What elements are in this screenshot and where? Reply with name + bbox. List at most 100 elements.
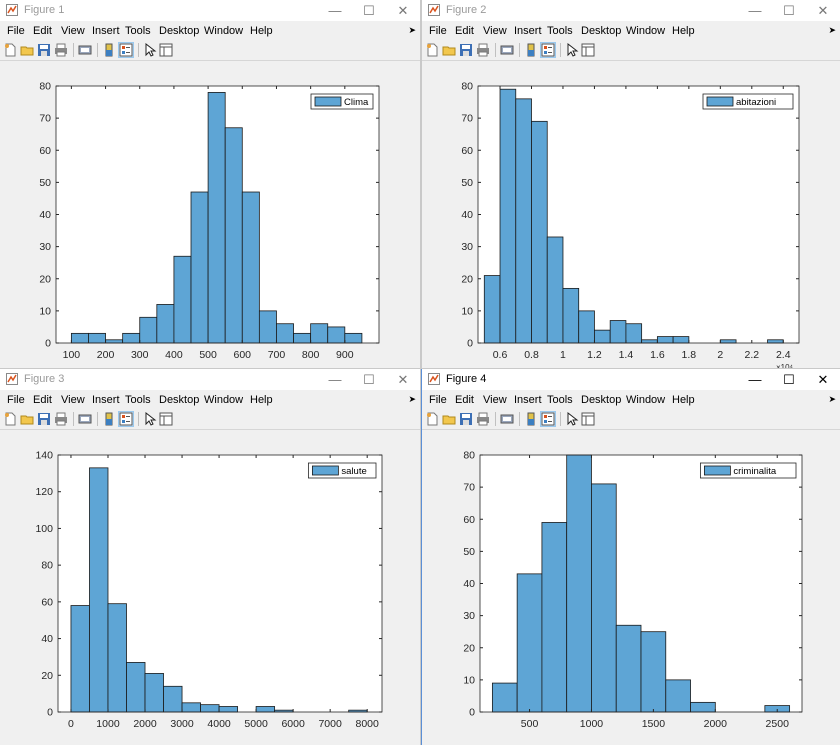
- print-preview-icon[interactable]: [500, 43, 514, 57]
- menu-insert[interactable]: Insert: [92, 394, 120, 406]
- insert-colorbar-icon[interactable]: [102, 412, 116, 426]
- menu-file[interactable]: File: [7, 25, 25, 37]
- minimize-button[interactable]: —: [328, 3, 342, 18]
- pointer-icon[interactable]: [565, 43, 579, 57]
- y-tick-label: 30: [463, 610, 475, 622]
- print-preview-icon[interactable]: [78, 43, 92, 57]
- y-tick-label: 10: [39, 305, 51, 317]
- insert-colorbar-icon[interactable]: [102, 43, 116, 57]
- menu-overflow-icon[interactable]: ➤: [828, 394, 836, 404]
- menu-desktop[interactable]: Desktop: [581, 25, 622, 37]
- menu-desktop[interactable]: Desktop: [581, 394, 622, 406]
- property-inspector-icon[interactable]: [159, 412, 173, 426]
- menu-file[interactable]: File: [429, 25, 447, 37]
- menu-help[interactable]: Help: [250, 25, 273, 37]
- property-inspector-icon[interactable]: [581, 412, 595, 426]
- pointer-icon[interactable]: [143, 43, 157, 57]
- menu-tools[interactable]: Tools: [547, 394, 573, 406]
- save-icon[interactable]: [459, 412, 473, 426]
- close-button[interactable]: ✕: [817, 372, 829, 387]
- minimize-button[interactable]: —: [328, 372, 342, 387]
- print-icon[interactable]: [476, 412, 490, 426]
- menu-view[interactable]: View: [483, 394, 507, 406]
- new-figure-icon[interactable]: [425, 412, 439, 426]
- menu-insert[interactable]: Insert: [92, 25, 120, 37]
- open-file-icon[interactable]: [442, 43, 456, 57]
- menu-edit[interactable]: Edit: [455, 394, 474, 406]
- menu-file[interactable]: File: [7, 394, 25, 406]
- save-icon[interactable]: [37, 43, 51, 57]
- menu-window[interactable]: Window: [204, 25, 244, 37]
- title-bar[interactable]: Figure 3 — ☐ ✕: [0, 369, 420, 390]
- property-inspector-icon[interactable]: [581, 43, 595, 57]
- window-title: Figure 2: [446, 4, 487, 16]
- insert-legend-icon[interactable]: [540, 42, 556, 58]
- print-icon[interactable]: [476, 43, 490, 57]
- y-tick-label: 60: [39, 145, 51, 157]
- menu-edit[interactable]: Edit: [455, 25, 474, 37]
- insert-legend-icon[interactable]: [540, 411, 556, 427]
- menu-overflow-icon[interactable]: ➤: [408, 394, 416, 404]
- menu-help[interactable]: Help: [672, 394, 695, 406]
- save-icon[interactable]: [459, 43, 473, 57]
- insert-colorbar-icon[interactable]: [524, 43, 538, 57]
- print-icon[interactable]: [54, 412, 68, 426]
- histogram-bar: [276, 323, 294, 344]
- open-file-icon[interactable]: [442, 412, 456, 426]
- histogram-bar: [640, 631, 667, 713]
- title-bar[interactable]: Figure 1 — ☐ ✕: [0, 0, 420, 21]
- menu-window[interactable]: Window: [626, 394, 666, 406]
- menu-window[interactable]: Window: [626, 25, 666, 37]
- pointer-icon[interactable]: [143, 412, 157, 426]
- save-icon[interactable]: [37, 412, 51, 426]
- menu-help[interactable]: Help: [250, 394, 273, 406]
- menu-insert[interactable]: Insert: [514, 394, 542, 406]
- maximize-button[interactable]: ☐: [363, 3, 375, 18]
- minimize-button[interactable]: —: [748, 372, 762, 387]
- new-figure-icon[interactable]: [425, 43, 439, 57]
- close-button[interactable]: ✕: [397, 372, 409, 387]
- menu-tools[interactable]: Tools: [547, 25, 573, 37]
- x-tick-label: 8000: [356, 718, 380, 730]
- open-file-icon[interactable]: [20, 412, 34, 426]
- menu-view[interactable]: View: [61, 25, 85, 37]
- toolbar-separator: [519, 43, 520, 57]
- maximize-button[interactable]: ☐: [783, 372, 795, 387]
- menu-file[interactable]: File: [429, 394, 447, 406]
- x-tick-label: 2000: [133, 718, 157, 730]
- print-preview-icon[interactable]: [78, 412, 92, 426]
- menu-edit[interactable]: Edit: [33, 394, 52, 406]
- menu-tools[interactable]: Tools: [125, 394, 151, 406]
- menu-window[interactable]: Window: [204, 394, 244, 406]
- new-figure-icon[interactable]: [3, 43, 17, 57]
- close-button[interactable]: ✕: [397, 3, 409, 18]
- menu-help[interactable]: Help: [672, 25, 695, 37]
- title-bar[interactable]: Figure 4 — ☐ ✕: [422, 369, 840, 390]
- open-file-icon[interactable]: [20, 43, 34, 57]
- title-bar[interactable]: Figure 2 — ☐ ✕: [422, 0, 840, 21]
- print-icon[interactable]: [54, 43, 68, 57]
- menu-view[interactable]: View: [483, 25, 507, 37]
- insert-legend-icon[interactable]: [118, 411, 134, 427]
- menu-overflow-icon[interactable]: ➤: [408, 25, 416, 35]
- menu-view[interactable]: View: [61, 394, 85, 406]
- histogram-bar: [241, 191, 260, 344]
- maximize-button[interactable]: ☐: [783, 3, 795, 18]
- menu-desktop[interactable]: Desktop: [159, 25, 200, 37]
- menu-tools[interactable]: Tools: [125, 25, 151, 37]
- close-button[interactable]: ✕: [817, 3, 829, 18]
- insert-legend-icon[interactable]: [118, 42, 134, 58]
- property-inspector-icon[interactable]: [159, 43, 173, 57]
- menu-overflow-icon[interactable]: ➤: [828, 25, 836, 35]
- maximize-button[interactable]: ☐: [363, 372, 375, 387]
- minimize-button[interactable]: —: [748, 3, 762, 18]
- y-tick-label: 0: [467, 338, 473, 350]
- menu-desktop[interactable]: Desktop: [159, 394, 200, 406]
- x-tick-label: 3000: [170, 718, 194, 730]
- pointer-icon[interactable]: [565, 412, 579, 426]
- menu-edit[interactable]: Edit: [33, 25, 52, 37]
- insert-colorbar-icon[interactable]: [524, 412, 538, 426]
- print-preview-icon[interactable]: [500, 412, 514, 426]
- menu-insert[interactable]: Insert: [514, 25, 542, 37]
- new-figure-icon[interactable]: [3, 412, 17, 426]
